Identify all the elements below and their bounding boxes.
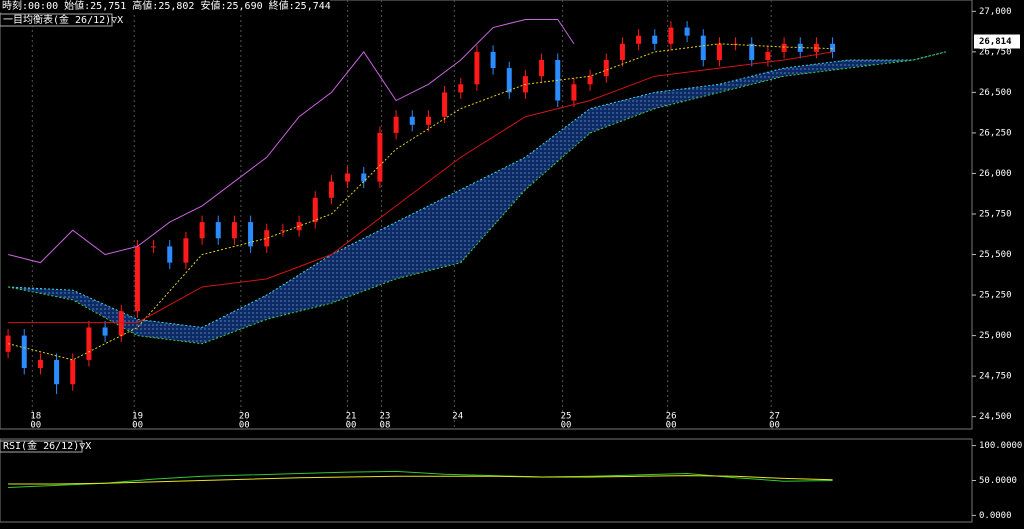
candle-body: [151, 246, 157, 248]
candle-body: [248, 222, 254, 247]
y-tick-label: 25,250: [979, 291, 1012, 301]
candle-body: [409, 116, 415, 125]
x-tick-sublabel: 00: [561, 421, 572, 431]
candle-body: [134, 246, 140, 312]
y-tick-label: 24,500: [979, 412, 1012, 422]
candle-body: [264, 230, 270, 247]
header-ohlc: 時刻:00:00 始値:25,751 高値:25,802 安値:25,690 終…: [2, 0, 331, 12]
candle-body: [781, 43, 787, 52]
indicator-line: [7, 18, 575, 264]
candle-body: [86, 327, 92, 360]
candle-body: [425, 116, 431, 125]
kumo-cloud: [8, 51, 946, 344]
candle-body: [765, 51, 771, 60]
candle-body: [830, 43, 836, 52]
indicator-line: [7, 43, 833, 361]
x-tick-label: 23: [380, 412, 391, 422]
candle-body: [571, 84, 577, 101]
x-tick-label: 24: [452, 412, 463, 422]
candle-body: [199, 222, 205, 239]
x-tick-label: 18: [30, 412, 41, 422]
y-tick-label: 26,500: [979, 88, 1012, 98]
y-tick-label: 26,000: [979, 169, 1012, 179]
last-price-box: [974, 34, 1020, 49]
candle-body: [749, 43, 755, 60]
x-tick-label: 26: [666, 412, 677, 422]
candle-body: [652, 35, 658, 44]
y-tick-label: 27,000: [979, 7, 1012, 17]
candle-body: [539, 59, 545, 77]
x-tick-sublabel: 00: [666, 421, 677, 431]
x-tick-label: 19: [132, 412, 143, 422]
candle-body: [167, 246, 173, 263]
y-tick-label: 24,750: [979, 372, 1012, 382]
candle-body: [490, 51, 496, 69]
candle-body: [37, 359, 43, 369]
y-tick-label: 26,250: [979, 128, 1012, 138]
x-tick-label: 20: [239, 412, 250, 422]
rsi-line: [8, 470, 833, 488]
candle-body: [54, 359, 60, 385]
y-tick-label: 25,500: [979, 250, 1012, 260]
candle-body: [70, 359, 76, 385]
price-layer: 27,000 26,750 26,500 26,250 26,000 25,750 25,5…: [5, 0, 1020, 431]
candle-body: [183, 238, 189, 263]
indicator-title: 一目均衡表(金 26/12)▽X: [3, 13, 123, 26]
rsi-layer: 100.0000 50.0000 0.0000: [8, 441, 1022, 521]
candle-body: [21, 335, 27, 369]
candle-body: [458, 84, 464, 93]
y-tick-label: 0.0000: [979, 511, 1012, 521]
candle-body: [231, 222, 237, 239]
candle-body: [215, 222, 221, 239]
candle-body: [603, 59, 609, 77]
candle-body: [716, 43, 722, 60]
candle-body: [312, 197, 318, 223]
x-tick-sublabel: 00: [769, 421, 780, 431]
senkou-span-a: [8, 51, 946, 328]
candle-body: [393, 116, 399, 133]
candle-body: [636, 35, 642, 44]
candle-body: [587, 76, 593, 85]
last-price-label: 26,814: [979, 37, 1012, 47]
candle-body: [474, 51, 480, 85]
y-tick-label: 25,750: [979, 210, 1012, 220]
rsi-line: [8, 475, 833, 485]
y-tick-label: 26,750: [979, 47, 1012, 57]
candle-body: [442, 92, 448, 117]
x-tick-label: 27: [769, 412, 780, 422]
x-tick-sublabel: 00: [346, 421, 357, 431]
candle-body: [102, 327, 108, 336]
y-tick-label: 50.0000: [979, 476, 1017, 486]
candle-body: [361, 173, 367, 182]
x-tick-label: 21: [346, 412, 357, 422]
header-bg: [0, 0, 330, 12]
rsi-tag: [0, 440, 83, 453]
candle-body: [668, 27, 674, 44]
candle-body: [700, 35, 706, 60]
indicator-tag: [0, 13, 113, 27]
candle-body: [328, 181, 334, 198]
senkou-span-b: [7, 51, 946, 345]
y-tick-label: 100.0000: [979, 441, 1022, 451]
y-tick-label: 25,000: [979, 331, 1012, 341]
x-tick-label: 25: [561, 412, 572, 422]
candle-body: [280, 230, 286, 232]
x-tick-sublabel: 00: [30, 421, 41, 431]
candle-body: [345, 173, 351, 182]
candle-body: [684, 27, 690, 36]
x-tick-sublabel: 00: [132, 421, 143, 431]
candle-body: [377, 132, 383, 182]
candle-body: [118, 311, 124, 336]
rsi-title: RSI(金 26/12)▽X: [3, 439, 91, 452]
x-tick-sublabel: 08: [380, 421, 391, 431]
x-tick-sublabel: 00: [239, 421, 250, 431]
candle-body: [506, 68, 512, 93]
indicator-line: [8, 51, 833, 324]
candle-body: [619, 43, 625, 60]
